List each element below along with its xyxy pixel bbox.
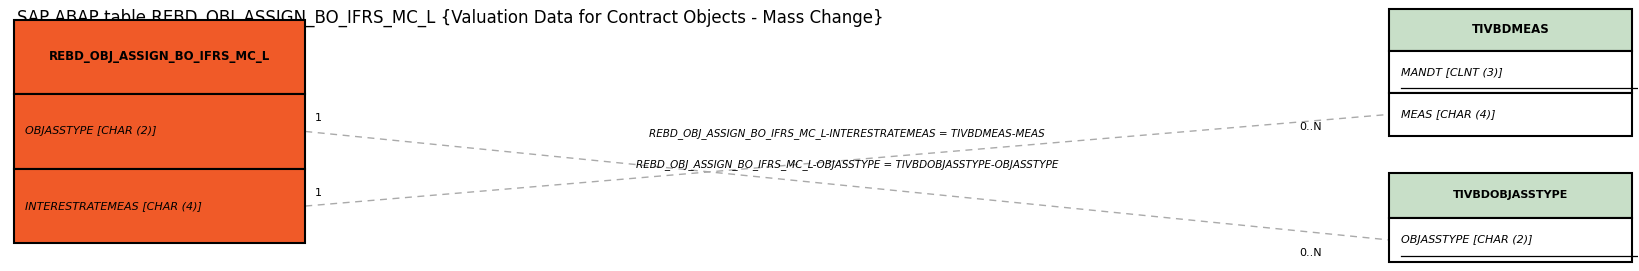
Bar <box>1390 9 1632 51</box>
Bar <box>1390 218 1632 262</box>
Text: 0..N: 0..N <box>1300 122 1323 133</box>
Bar <box>13 94 305 169</box>
Text: 0..N: 0..N <box>1300 248 1323 258</box>
Bar <box>13 169 305 243</box>
Text: SAP ABAP table REBD_OBJ_ASSIGN_BO_IFRS_MC_L {Valuation Data for Contract Objects: SAP ABAP table REBD_OBJ_ASSIGN_BO_IFRS_M… <box>16 9 883 27</box>
Text: REBD_OBJ_ASSIGN_BO_IFRS_MC_L: REBD_OBJ_ASSIGN_BO_IFRS_MC_L <box>49 50 270 63</box>
Text: TIVBDOBJASSTYPE: TIVBDOBJASSTYPE <box>1452 191 1569 201</box>
Text: MANDT [CLNT (3)]: MANDT [CLNT (3)] <box>1401 67 1503 77</box>
Bar <box>1390 173 1632 218</box>
Text: OBJASSTYPE [CHAR (2)]: OBJASSTYPE [CHAR (2)] <box>1401 235 1532 245</box>
Text: INTERESTRATEMEAS [CHAR (4)]: INTERESTRATEMEAS [CHAR (4)] <box>25 201 202 211</box>
Text: REBD_OBJ_ASSIGN_BO_IFRS_MC_L-OBJASSTYPE = TIVBDOBJASSTYPE-OBJASSTYPE: REBD_OBJ_ASSIGN_BO_IFRS_MC_L-OBJASSTYPE … <box>636 159 1059 170</box>
Text: MEAS [CHAR (4)]: MEAS [CHAR (4)] <box>1401 109 1495 120</box>
Bar <box>13 20 305 94</box>
Bar <box>1390 51 1632 93</box>
Bar <box>1390 93 1632 136</box>
Text: 1: 1 <box>315 113 323 123</box>
Text: 1: 1 <box>315 188 323 198</box>
Text: REBD_OBJ_ASSIGN_BO_IFRS_MC_L-INTERESTRATEMEAS = TIVBDMEAS-MEAS: REBD_OBJ_ASSIGN_BO_IFRS_MC_L-INTERESTRAT… <box>649 128 1046 139</box>
Text: OBJASSTYPE [CHAR (2)]: OBJASSTYPE [CHAR (2)] <box>25 127 157 137</box>
Text: TIVBDMEAS: TIVBDMEAS <box>1472 23 1549 36</box>
